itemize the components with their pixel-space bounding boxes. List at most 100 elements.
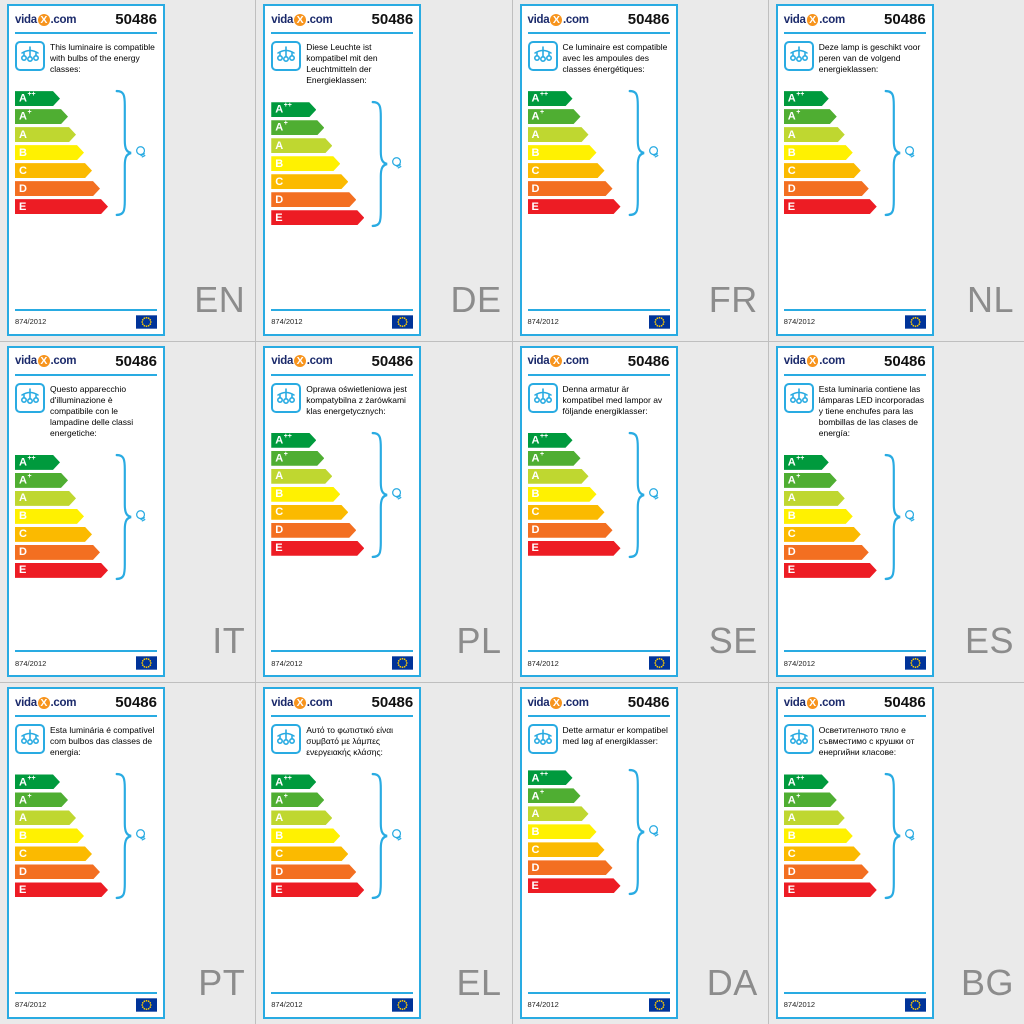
energy-class-label: A [19, 811, 27, 824]
energy-arrow-stack: A++ A+ A B C D E [784, 774, 926, 897]
energy-class-label: A++ [19, 455, 36, 469]
energy-class-arrow-c: C [528, 505, 605, 520]
language-code: SE [708, 620, 758, 662]
energy-class-arrow-a: A [15, 810, 76, 825]
luminaire-icon [15, 724, 45, 755]
label-cell-pl: vida X .com 50486 O [256, 341, 512, 683]
energy-label-card: vida X .com 50486 О [775, 687, 934, 1019]
energy-class-arrow-a: A [528, 806, 589, 821]
energy-class-label: A++ [787, 774, 805, 789]
energy-class-label: A+ [531, 788, 545, 803]
luminaire-icon [783, 724, 814, 755]
energy-class-arrow-e: E [528, 878, 621, 893]
energy-class-label: C [19, 164, 27, 177]
brand-x-badge: X [37, 355, 50, 368]
card-footer: 874/2012 [271, 646, 414, 671]
card-header: vida X .com 50486 [271, 353, 413, 370]
energy-class-arrow-a+: A+ [15, 473, 68, 488]
energy-class-arrow-a++: A++ [528, 91, 573, 106]
energy-arrow-stack: A++ A+ A B C D E [15, 774, 157, 897]
language-code: FR [708, 278, 758, 320]
energy-class-label: C [19, 528, 27, 541]
energy-class-label: B [531, 488, 540, 501]
brace [115, 453, 132, 581]
brand-x-badge: X [294, 13, 306, 26]
energy-class-scale: A++ A+ A B C D E [528, 769, 670, 896]
energy-class-label: A+ [275, 120, 288, 135]
compatibility-text: Dette armatur er kompatibel med løg af e… [562, 725, 668, 747]
energy-class-label: C [275, 847, 284, 860]
language-code: ES [964, 620, 1014, 662]
model-number: 50486 [115, 352, 157, 370]
energy-class-arrow-a++: A++ [784, 455, 829, 470]
energy-class-arrow-b: B [528, 487, 597, 502]
energy-class-arrow-a++: A++ [271, 774, 316, 789]
energy-arrow-stack: A++ A+ A B C D E [784, 91, 926, 214]
energy-label-card: vida X .com 50486 O [263, 345, 422, 678]
card-footer: 874/2012 [527, 305, 670, 329]
energy-class-arrow-e: E [15, 199, 108, 214]
brace [628, 89, 644, 217]
energy-class-label: D [531, 861, 540, 874]
energy-arrow-stack: A++ A+ A B C D E [271, 433, 413, 556]
energy-class-arrow-a: A [528, 469, 589, 484]
footer-row: 874/2012 [528, 311, 670, 329]
energy-class-arrow-d: D [784, 181, 869, 196]
regulation-number: 874/2012 [15, 317, 47, 327]
label-cell-bg: vida X .com 50486 О [768, 683, 1024, 1024]
energy-label-card: vida X .com 50486 E [775, 345, 934, 678]
energy-class-scale: A++ A+ A B C D E [271, 773, 413, 900]
energy-class-label: E [787, 200, 796, 213]
brand-x-badge: X [294, 696, 306, 709]
vidaxl-logo: vida X .com [528, 696, 589, 709]
energy-class-arrow-b: B [15, 828, 84, 843]
brace [884, 453, 901, 581]
language-code: NL [966, 278, 1014, 320]
compatibility-text: Questo apparecchio d'illuminazione è com… [50, 383, 134, 438]
brand-text-post: .com [819, 13, 845, 26]
brace [371, 431, 388, 558]
vidaxl-logo: vida X .com [784, 355, 845, 368]
energy-class-label: C [531, 843, 540, 856]
energy-class-label: A [275, 139, 284, 152]
energy-class-label: A++ [19, 774, 36, 789]
energy-class-label: E [19, 883, 27, 896]
brand-text-pre: vida [527, 13, 550, 26]
luminaire-icon [15, 382, 45, 413]
header-divider [271, 373, 414, 376]
footer-divider [783, 308, 926, 311]
bulb-icon [648, 146, 658, 158]
brace [628, 769, 644, 896]
brand-x-badge: X [806, 13, 819, 26]
card-header: vida X .com 50486 [15, 694, 157, 711]
eu-flag-icon [904, 998, 926, 1012]
energy-class-arrow-b: B [528, 824, 597, 839]
energy-class-arrow-c: C [271, 505, 348, 520]
model-number: 50486 [884, 352, 926, 370]
eu-flag-icon [904, 656, 926, 671]
bulb-icon [392, 829, 402, 841]
footer-row: 874/2012 [15, 994, 157, 1012]
footer-row: 874/2012 [15, 311, 157, 329]
energy-class-arrow-b: B [528, 145, 597, 160]
info-row: Diese Leuchte ist kompatibel mit den Leu… [271, 41, 413, 86]
card-footer: 874/2012 [783, 988, 926, 1012]
energy-class-arrow-b: B [271, 828, 340, 843]
card-footer: 874/2012 [15, 305, 157, 329]
luminaire-icon [271, 382, 302, 413]
label-cell-nl: vida X .com 50486 D [768, 0, 1024, 341]
luminaire-icon [15, 41, 45, 71]
energy-class-arrow-a+: A+ [528, 788, 581, 803]
energy-class-arrow-a: A [784, 810, 845, 825]
energy-class-label: D [275, 865, 284, 878]
energy-class-label: C [531, 506, 540, 519]
card-header: vida X .com 50486 [528, 353, 670, 370]
energy-class-arrow-b: B [784, 509, 853, 524]
model-number: 50486 [371, 352, 414, 370]
energy-class-arrow-a++: A++ [528, 433, 573, 448]
energy-class-label: A++ [531, 432, 549, 447]
regulation-number: 874/2012 [271, 1000, 303, 1010]
energy-class-label: C [19, 847, 27, 860]
brand-text-pre: vida [15, 13, 37, 26]
brand-text-post: .com [563, 13, 589, 26]
